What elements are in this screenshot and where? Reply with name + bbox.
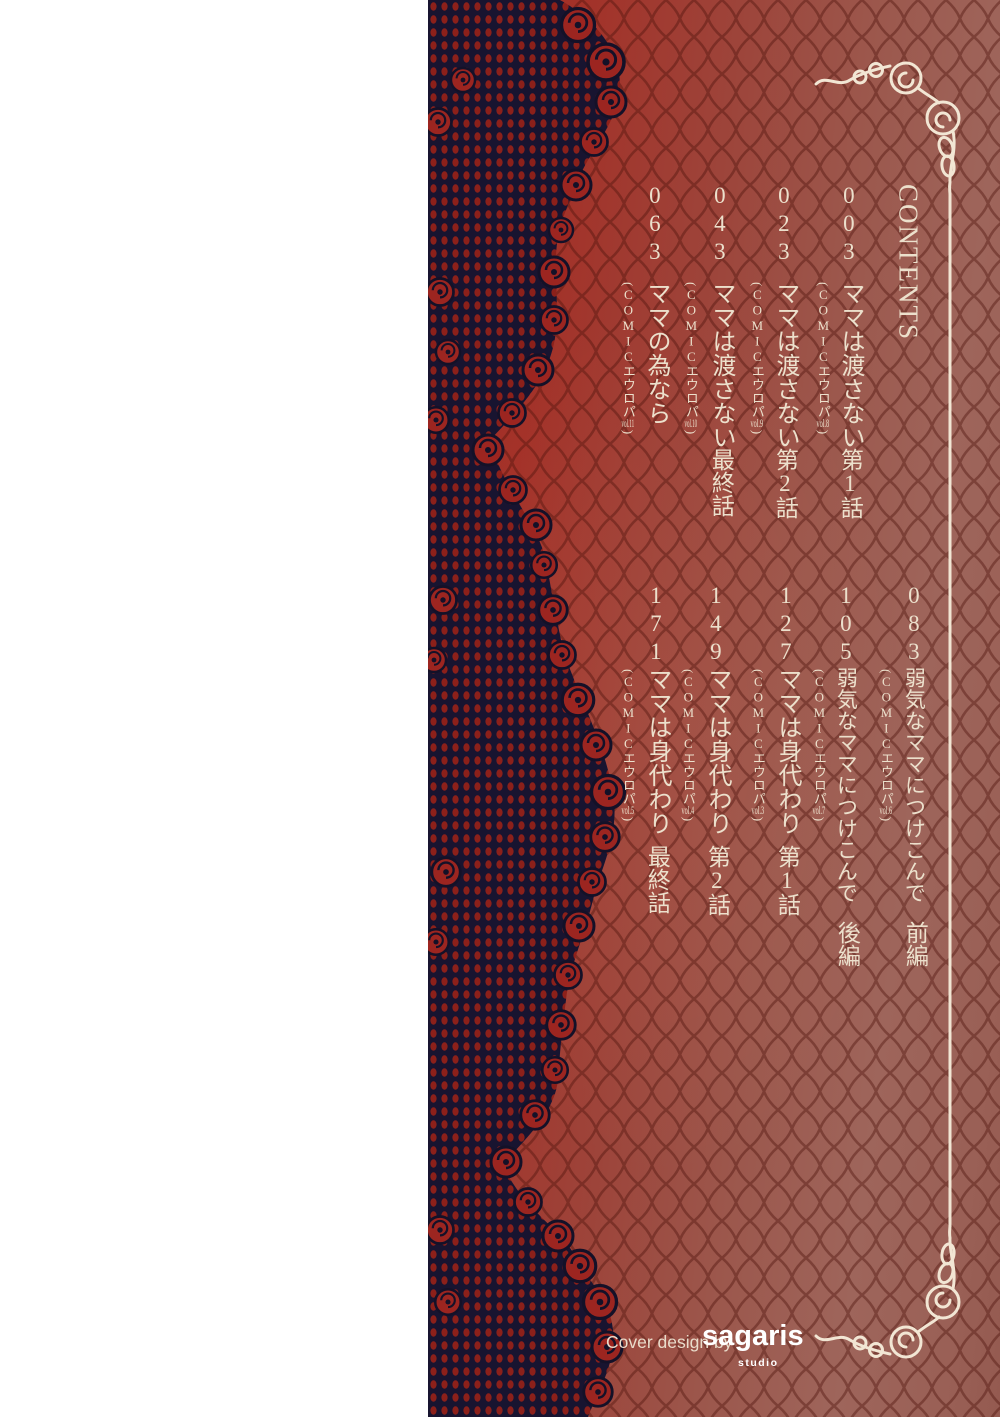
source-magazine: COMICエウロパ xyxy=(811,673,827,806)
paren-close: ) xyxy=(815,429,831,435)
entry-title: ママは身代わり xyxy=(643,667,670,835)
entry-page-number: 149 xyxy=(703,583,729,667)
paren-close: ) xyxy=(680,816,696,822)
source-magazine: COMICエウロパ xyxy=(750,673,766,806)
entry-source: (COMICエウロパvol.4) xyxy=(680,669,696,822)
volume-label: vol.8 xyxy=(816,418,830,430)
paren-open: ( xyxy=(878,669,894,674)
entry-title: 弱気なママにつけこんで xyxy=(834,667,859,904)
source-magazine: COMICエウロパ xyxy=(815,286,831,419)
entry-subtitle: 第1話 xyxy=(774,845,800,916)
source-magazine: COMICエウロパ xyxy=(620,286,636,419)
entry-title: ママは渡さない xyxy=(771,281,798,449)
source-magazine: COMICエウロパ xyxy=(683,286,699,419)
entry-source: (COMICエウロパvol.3) xyxy=(750,669,766,822)
entry-page-number: 127 xyxy=(773,583,799,667)
paren-open: ( xyxy=(680,669,696,674)
entry-subtitle: 第2話 xyxy=(772,448,798,519)
entry-title: ママの為なら xyxy=(642,281,669,425)
volume-label: vol.11 xyxy=(621,418,635,430)
paren-open: ( xyxy=(749,282,765,287)
entry-page-number: 105 xyxy=(833,583,859,667)
entry-subtitle: 後編 xyxy=(834,921,860,967)
source-magazine: COMICエウロパ xyxy=(878,673,894,806)
paren-open: ( xyxy=(683,282,699,287)
entry-subtitle: 最終話 xyxy=(708,448,734,517)
source-magazine: COMICエウロパ xyxy=(680,673,696,806)
paren-open: ( xyxy=(815,282,831,287)
entry-source: (COMICエウロパvol.7) xyxy=(811,669,827,822)
volume-label: vol.9 xyxy=(750,418,764,430)
paren-open: ( xyxy=(620,282,636,287)
entry-source: (COMICエウロパvol.10) xyxy=(683,282,699,435)
entry-page-number: 083 xyxy=(901,583,927,667)
entry-source: (COMICエウロパvol.5) xyxy=(620,669,636,822)
volume-label: vol.4 xyxy=(681,805,695,817)
entry-page-number: 043 xyxy=(707,183,733,267)
white-panel xyxy=(0,0,428,1417)
entry-subtitle: 第1話 xyxy=(837,448,863,519)
entry-title: ママは身代わり xyxy=(703,667,730,835)
entry-page-number: 171 xyxy=(643,583,669,667)
source-magazine: COMICエウロパ xyxy=(749,286,765,419)
entry-page-number: 063 xyxy=(642,183,668,267)
entry-subtitle: 前編 xyxy=(902,921,928,967)
volume-label: vol.10 xyxy=(684,418,698,430)
entry-source: (COMICエウロパvol.9) xyxy=(749,282,765,435)
entry-source: (COMICエウロパvol.11) xyxy=(620,282,636,435)
studio-logo: sagaris xyxy=(702,1320,804,1352)
credit-line: Cover design by xyxy=(606,1332,733,1352)
entry-subtitle: 最終話 xyxy=(644,845,670,914)
entry-title: ママは渡さない xyxy=(836,281,863,449)
paren-close: ) xyxy=(620,429,636,435)
entry-source: (COMICエウロパvol.6) xyxy=(878,669,894,822)
paren-close: ) xyxy=(620,816,636,822)
paren-open: ( xyxy=(811,669,827,674)
volume-label: vol.7 xyxy=(812,805,826,817)
entry-title: ママは身代わり xyxy=(773,667,800,835)
entry-source: (COMICエウロパvol.8) xyxy=(815,282,831,435)
paren-open: ( xyxy=(750,669,766,674)
paren-open: ( xyxy=(620,669,636,674)
source-magazine: COMICエウロパ xyxy=(620,673,636,806)
page-title: CONTENTS xyxy=(893,184,924,341)
entry-page-number: 023 xyxy=(771,183,797,267)
paren-close: ) xyxy=(749,429,765,435)
paren-close: ) xyxy=(878,816,894,822)
volume-label: vol.6 xyxy=(879,805,893,817)
studio-logo-sub: studio xyxy=(738,1357,779,1369)
entry-subtitle: 第2話 xyxy=(704,845,730,916)
volume-label: vol.3 xyxy=(751,805,765,817)
entry-title: ママは渡さない xyxy=(707,281,734,449)
paren-close: ) xyxy=(683,429,699,435)
volume-label: vol.5 xyxy=(621,805,635,817)
paren-close: ) xyxy=(750,816,766,822)
entry-title: 弱気なママにつけこんで xyxy=(902,667,927,904)
paren-close: ) xyxy=(811,816,827,822)
entry-page-number: 003 xyxy=(836,183,862,267)
